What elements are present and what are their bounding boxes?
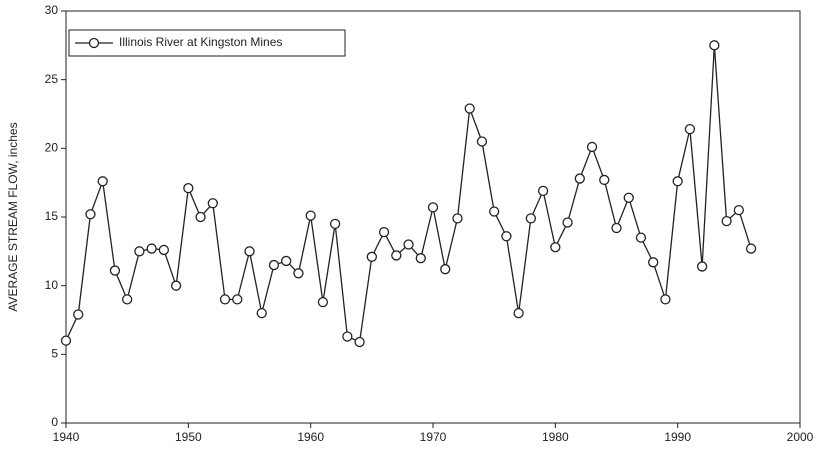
- data-point: [672, 176, 683, 187]
- data-point: [525, 213, 537, 224]
- data-point: [183, 183, 194, 194]
- x-tick-label: 1980: [542, 430, 569, 444]
- data-point: [733, 204, 744, 216]
- y-tick-label: 25: [45, 72, 59, 86]
- data-point: [684, 123, 696, 135]
- data-point: [403, 239, 414, 250]
- data-point: [415, 253, 426, 264]
- data-point: [440, 264, 451, 275]
- data-point: [305, 210, 316, 221]
- data-point: [537, 185, 549, 197]
- y-axis-label: AVERAGE STREAM FLOW, inches: [6, 122, 20, 311]
- data-point: [268, 259, 280, 271]
- data-point: [709, 40, 720, 51]
- data-point: [195, 211, 206, 223]
- data-point: [648, 257, 659, 268]
- data-point: [329, 218, 341, 230]
- data-point: [721, 215, 732, 227]
- data-point: [623, 192, 634, 203]
- y-tick-label: 15: [45, 209, 59, 223]
- data-point: [586, 141, 598, 153]
- data-point: [97, 176, 108, 187]
- data-point: [281, 255, 292, 267]
- data-point: [635, 232, 647, 243]
- data-point: [745, 243, 757, 254]
- data-point: [158, 244, 170, 256]
- y-tick-label: 20: [45, 141, 59, 155]
- data-point: [574, 173, 585, 184]
- data-point: [562, 217, 573, 228]
- data-point: [550, 242, 561, 253]
- y-tick-label: 30: [45, 3, 59, 17]
- x-tick-label: 1970: [420, 430, 447, 444]
- data-point: [476, 136, 488, 147]
- x-tick-label: 1990: [664, 430, 691, 444]
- data-point: [391, 250, 402, 261]
- data-point: [452, 213, 463, 224]
- data-point: [146, 243, 157, 254]
- data-point: [109, 265, 121, 276]
- data-point: [134, 246, 145, 257]
- data-point: [73, 309, 84, 320]
- data-point: [354, 336, 365, 348]
- data-point: [696, 261, 708, 272]
- data-point: [207, 198, 218, 209]
- data-point: [342, 331, 353, 342]
- y-tick-label: 5: [51, 347, 58, 361]
- data-point: [170, 280, 182, 291]
- data-point: [378, 226, 390, 238]
- x-tick-label: 1950: [175, 430, 202, 444]
- data-point: [244, 246, 255, 257]
- data-point: [293, 268, 304, 279]
- data-point: [513, 307, 524, 319]
- y-tick-label: 10: [45, 278, 59, 292]
- data-point: [464, 103, 475, 114]
- data-point: [232, 294, 243, 305]
- x-tick-label: 2000: [787, 430, 814, 444]
- data-point: [317, 296, 329, 308]
- plot-frame: [65, 10, 801, 424]
- data-point: [122, 294, 133, 305]
- data-point: [366, 251, 377, 262]
- data-point: [611, 222, 622, 234]
- data-point: [427, 202, 439, 213]
- x-tick-label: 1960: [297, 430, 324, 444]
- data-point: [219, 294, 231, 305]
- data-point: [660, 294, 671, 305]
- data-point: [256, 307, 267, 319]
- data-point: [501, 231, 512, 242]
- legend-label: Illinois River at Kingston Mines: [119, 35, 282, 49]
- data-point: [489, 206, 500, 217]
- y-tick-label: 0: [51, 415, 58, 429]
- data-point: [85, 209, 96, 220]
- data-point: [599, 174, 610, 186]
- series-line: [65, 45, 752, 343]
- data-point: [60, 335, 72, 346]
- legend-marker: [88, 37, 100, 49]
- legend-box: [68, 29, 346, 57]
- x-tick-label: 1940: [53, 430, 80, 444]
